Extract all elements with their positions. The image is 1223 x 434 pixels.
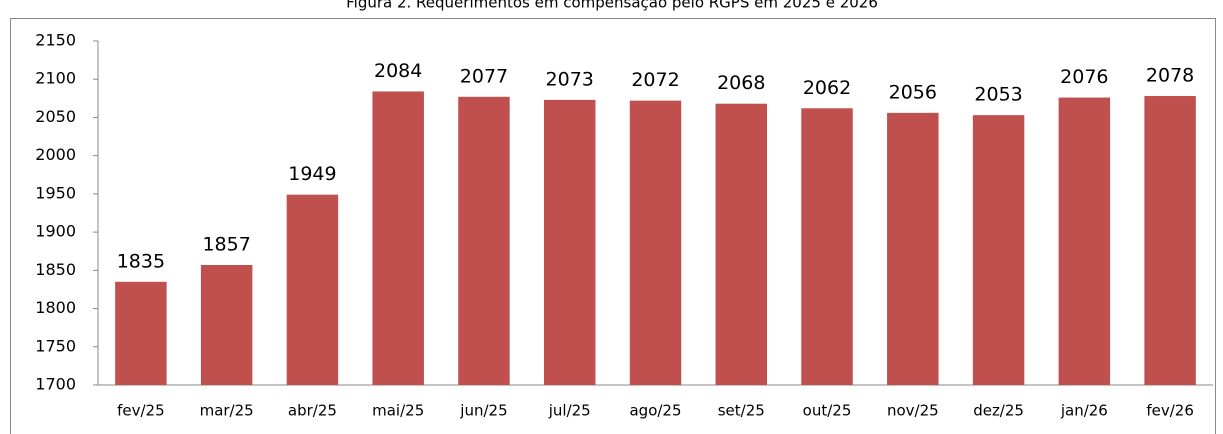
bar [286, 194, 339, 385]
y-tick-label: 1800 [35, 298, 76, 317]
bar [372, 91, 424, 385]
data-label: 2053 [974, 84, 1022, 106]
data-label: 2056 [889, 81, 937, 103]
data-label: 2068 [717, 72, 765, 94]
x-tick-label: jul/25 [548, 402, 591, 420]
bar [801, 108, 853, 385]
data-label: 2078 [1146, 65, 1194, 87]
data-label: 1835 [117, 250, 165, 272]
bar [200, 264, 253, 385]
bar [115, 281, 167, 385]
x-tick-label: fev/26 [1146, 402, 1194, 420]
data-label: 2073 [546, 68, 594, 90]
data-label: 1949 [288, 163, 336, 185]
y-tick-label: 2150 [35, 31, 76, 50]
bar [458, 96, 510, 385]
bar [1058, 97, 1111, 386]
x-tick-label: set/25 [718, 402, 765, 420]
bar [715, 103, 767, 385]
bar [1144, 96, 1196, 385]
x-tick-label: abr/25 [288, 402, 337, 420]
y-tick-label: 2000 [35, 145, 76, 164]
x-tick-label: ago/25 [629, 402, 681, 420]
data-label: 1857 [202, 233, 250, 255]
bar [544, 99, 596, 386]
y-tick-label: 1850 [35, 260, 76, 279]
x-tick-label: mai/25 [372, 402, 424, 420]
bar [972, 115, 1025, 385]
chart-border [10, 18, 1216, 434]
x-tick-label: jun/25 [459, 402, 507, 420]
x-tick-label: nov/25 [887, 402, 939, 420]
y-tick-label: 2050 [35, 107, 76, 126]
y-tick-label: 2100 [35, 69, 76, 88]
y-tick-label: 1900 [35, 222, 76, 241]
data-label: 2062 [803, 77, 851, 99]
y-tick-label: 1700 [35, 375, 76, 394]
data-label: 2072 [631, 69, 679, 91]
y-tick-label: 1950 [35, 183, 76, 202]
chart-title: Figura 2. Requerimentos em compensação p… [346, 0, 878, 12]
x-tick-label: jan/26 [1060, 402, 1108, 420]
x-tick-label: dez/25 [973, 402, 1024, 420]
x-tick-label: fev/25 [117, 402, 165, 420]
data-label: 2084 [374, 60, 422, 82]
y-tick-label: 1750 [35, 336, 76, 355]
data-label: 2076 [1060, 66, 1108, 88]
x-tick-label: out/25 [803, 402, 852, 420]
data-label: 2077 [460, 65, 508, 87]
bar [887, 112, 939, 385]
x-tick-label: mar/25 [200, 402, 254, 420]
bar [629, 100, 682, 386]
